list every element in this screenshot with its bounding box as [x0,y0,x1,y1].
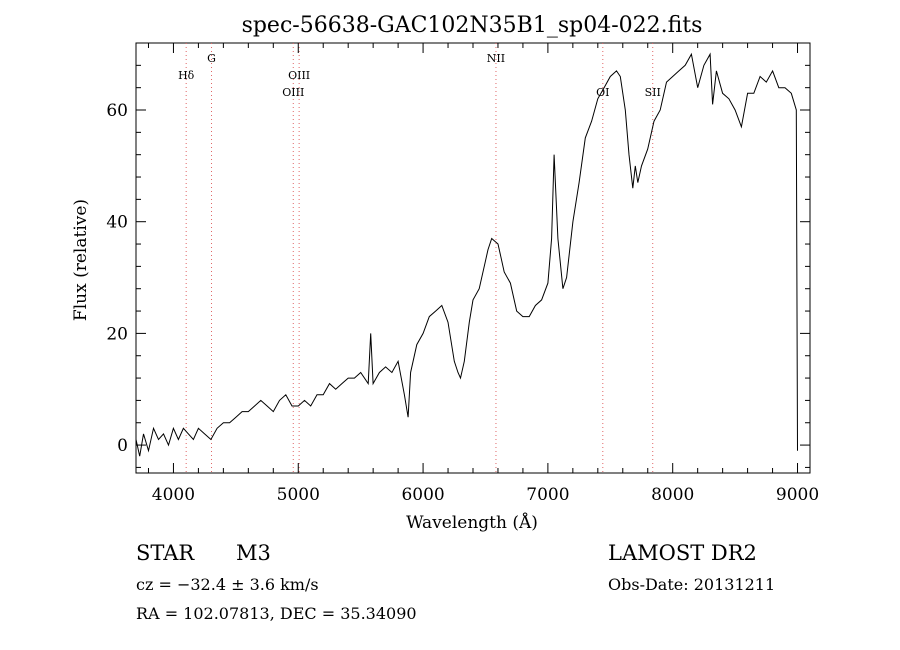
y-axis-label: Flux (relative) [71,199,91,321]
coordinates: RA = 102.07813, DEC = 35.34090 [136,604,417,623]
x-axis-label: Wavelength (Å) [406,512,538,533]
redshift-value: cz = −32.4 ± 3.6 km/s [136,575,319,594]
object-class: STAR [136,541,195,565]
line-label-oiii: OIII [288,69,310,82]
survey-name: LAMOST DR2 [608,541,757,565]
plot-border [135,42,811,474]
flux-series [135,52,798,457]
line-label-g: G [207,52,216,65]
line-label-sii: SII [645,86,661,99]
x-tick-label: 6000 [401,485,444,505]
line-label-hδ: Hδ [178,69,195,82]
chart-title: spec-56638-GAC102N35B1_sp04-022.fits [242,13,703,38]
observation-date: Obs-Date: 20131211 [608,575,776,594]
y-tick-label: 20 [106,324,128,344]
flux-line-0 [135,52,798,457]
x-tick-label: 8000 [651,485,694,505]
plot-frame [135,42,811,474]
line-label-oi: OI [596,86,609,99]
object-subclass: M3 [236,541,271,565]
y-tick-label: 60 [106,101,128,121]
spectral-line-markers: Hδ G OIII OIII NII OI SII [178,43,661,473]
x-tick-label: 5000 [277,485,320,505]
line-label-nii: NII [487,52,505,65]
line-label-oiii: OIII [282,86,304,99]
y-axis: 0 20 40 60 [106,64,810,468]
x-tick-label: 9000 [776,485,819,505]
y-tick-label: 0 [117,436,128,456]
x-tick-label: 7000 [526,485,569,505]
y-tick-label: 40 [106,213,128,233]
x-axis: 4000 5000 6000 7000 8000 9000 [147,43,819,505]
x-tick-label: 4000 [152,485,195,505]
